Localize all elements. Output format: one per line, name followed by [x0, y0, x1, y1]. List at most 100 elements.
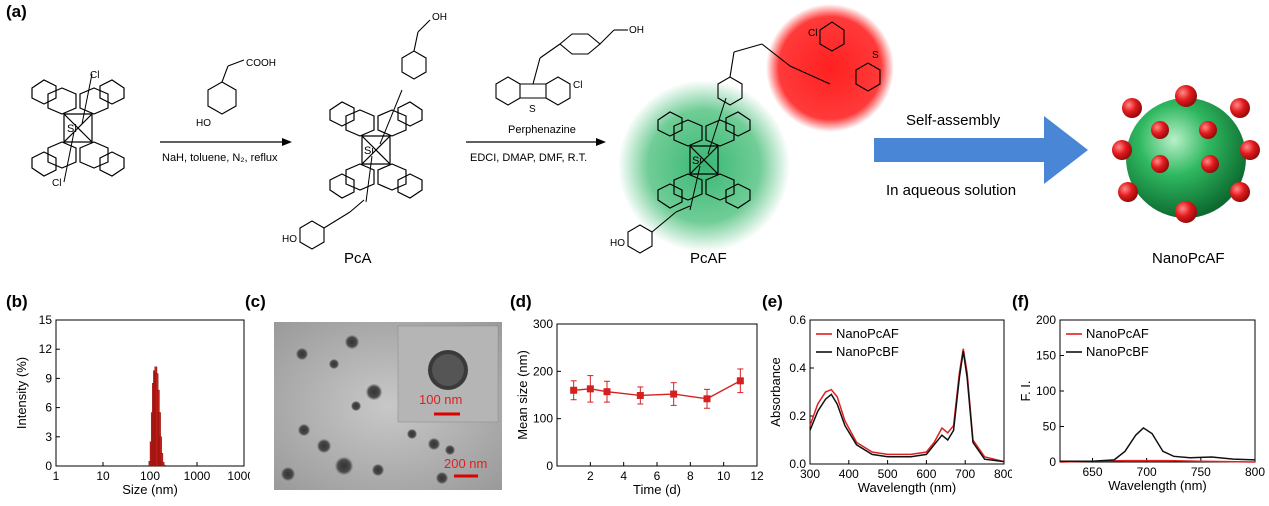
data-point — [703, 395, 711, 403]
atom-cl: Cl — [573, 80, 582, 91]
panel-label-b: (b) — [6, 292, 28, 311]
panel-label-d: (d) — [510, 292, 532, 311]
x-tick-label: 500 — [878, 467, 898, 481]
y-axis-label: Intensity (%) — [14, 357, 29, 429]
y-tick-label: 200 — [1036, 313, 1056, 327]
atom-cl: Cl — [90, 70, 99, 81]
y-tick-label: 0.4 — [789, 361, 806, 375]
y-tick-label: 300 — [533, 317, 553, 331]
sipccl2-structure — [31, 73, 125, 183]
atom-oh: OH — [432, 12, 447, 23]
x-tick-label: 2 — [587, 469, 594, 483]
pca-structure — [329, 89, 423, 203]
x-tick-label: 8 — [687, 469, 694, 483]
y-tick-label: 0.0 — [789, 457, 806, 471]
y-tick-label: 15 — [39, 313, 53, 327]
y-tick-label: 0 — [1049, 455, 1056, 469]
step1-reagents: NaH, toluene, N₂, reflux — [162, 152, 278, 164]
y-tick-label: 3 — [45, 430, 52, 444]
y-tick-label: 12 — [39, 342, 53, 356]
chart-mean-size: 0 100 200 300 2 4 6 8 10 12 Time (d) Mean size (nm) — [515, 317, 764, 497]
aqueous-label: In aqueous solution — [886, 182, 1017, 199]
main-scale-label: 200 nm — [444, 456, 488, 471]
series-line — [1060, 426, 1256, 463]
legend-label: NanoPcBF — [836, 344, 899, 359]
x-tick-label: 750 — [1191, 465, 1211, 479]
atom-cooh: COOH — [246, 58, 276, 69]
atom-ho: HO — [610, 238, 625, 249]
size-line — [573, 380, 741, 400]
x-tick-label: 10 — [717, 469, 731, 483]
reaction-scheme: Si Cl Cl COOH HO OH Si HO Cl S OH — [31, 4, 1260, 254]
x-tick-label: 600 — [916, 467, 936, 481]
compound-name-pcaf: PcAF — [690, 250, 727, 267]
y-tick-label: 100 — [533, 412, 553, 426]
x-tick-label: 1000 — [184, 469, 211, 483]
tem-image — [274, 322, 502, 490]
reagent-perphenazine — [495, 29, 628, 106]
x-tick-label: 800 — [1245, 465, 1265, 479]
x-tick-label: 400 — [839, 467, 859, 481]
y-axis-label: Mean size (nm) — [515, 350, 530, 440]
series-line — [809, 351, 1005, 463]
x-tick-label: 12 — [750, 469, 764, 483]
atom-s: S — [872, 50, 879, 61]
y-tick-label: 0.6 — [789, 313, 806, 327]
x-tick-label: 800 — [994, 467, 1012, 481]
compound-name-pca: PcA — [344, 250, 372, 267]
atom-si: Si — [692, 155, 702, 167]
y-tick-label: 100 — [1036, 384, 1056, 398]
chart-fluorescence: 0 50 100 150 200 650 700 750 800 Wavelength (nm) F… — [1018, 313, 1265, 493]
y-tick-label: 200 — [533, 364, 553, 378]
data-point — [670, 390, 678, 398]
plot-frame — [809, 319, 1005, 465]
atom-si: Si — [67, 123, 77, 135]
y-tick-label: 0 — [546, 459, 553, 473]
x-tick-label: 10000 — [227, 469, 250, 483]
y-tick-label: 9 — [45, 371, 52, 385]
self-assembly-arrow — [874, 116, 1088, 184]
x-tick-label: 6 — [654, 469, 661, 483]
arrowhead-2 — [596, 138, 606, 146]
data-point — [586, 385, 594, 393]
atom-cl: Cl — [808, 28, 817, 39]
y-tick-label: 0 — [45, 459, 52, 473]
atom-ho: HO — [196, 118, 211, 129]
atom-ho: HO — [282, 234, 297, 245]
chart-dls: 0 3 6 9 12 15 1 10 100 1000 10000 Size (nm) Intensit… — [14, 313, 250, 497]
x-axis-label: Wavelength (nm) — [858, 480, 957, 495]
x-tick-label: 650 — [1082, 465, 1102, 479]
panel-label-a: (a) — [6, 2, 27, 21]
x-tick-label: 4 — [620, 469, 627, 483]
panel-label-c: (c) — [245, 292, 266, 311]
x-tick-label: 700 — [1137, 465, 1157, 479]
pca-lower-arm — [299, 199, 365, 250]
data-point — [736, 377, 744, 385]
data-point — [636, 391, 644, 399]
legend-label: NanoPcBF — [1086, 344, 1149, 359]
atom-s: S — [529, 104, 536, 115]
atom-si: Si — [364, 145, 374, 157]
atom-oh: OH — [629, 25, 644, 36]
y-tick-label: 0.2 — [789, 409, 806, 423]
data-point — [603, 388, 611, 396]
green-glow — [618, 80, 790, 252]
self-assembly-label: Self-assembly — [906, 112, 1001, 129]
x-axis-label: Time (d) — [633, 482, 681, 497]
x-tick-label: 1 — [53, 469, 60, 483]
legend-label: NanoPcAF — [1086, 326, 1149, 341]
step2-conditions: EDCI, DMAP, DMF, R.T. — [470, 152, 588, 164]
panel-label-e: (e) — [762, 292, 783, 311]
red-glow — [766, 4, 894, 132]
y-axis-label: F. I. — [1018, 381, 1033, 402]
legend-label: NanoPcAF — [836, 326, 899, 341]
x-tick-label: 10 — [96, 469, 110, 483]
compound-name-nanopcaf: NanoPcAF — [1152, 250, 1225, 267]
panel-label-f: (f) — [1012, 292, 1029, 311]
x-tick-label: 700 — [955, 467, 975, 481]
chart-absorbance: 0.0 0.2 0.4 0.6 300 400 500 600 700 800 Wavelength… — [768, 313, 1012, 495]
nanoparticle-sphere — [1126, 98, 1246, 218]
surface-red-balls — [1112, 85, 1260, 223]
atom-cl: Cl — [52, 178, 61, 189]
data-point — [570, 386, 578, 394]
